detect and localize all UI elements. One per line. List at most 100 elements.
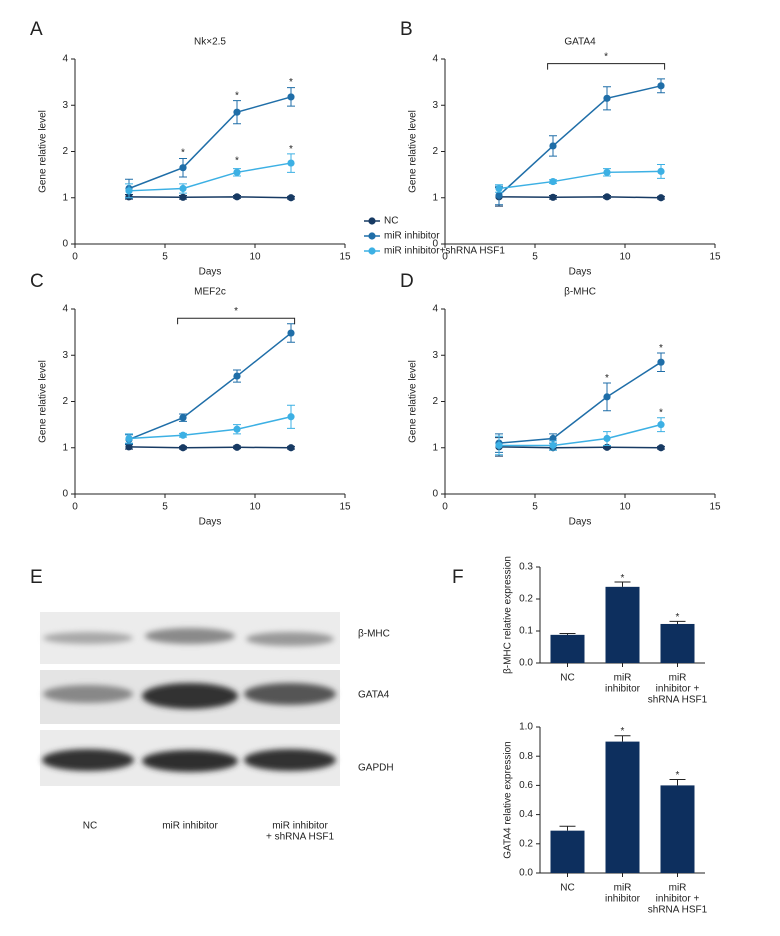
data-point <box>233 168 241 176</box>
blot-image <box>40 612 340 786</box>
panel-letter: A <box>30 19 43 40</box>
y-tick-label: 0 <box>432 489 438 500</box>
significance-mark: * <box>604 51 608 62</box>
x-tick-label: inhibitor <box>605 684 641 695</box>
x-tick-label: 5 <box>532 502 538 513</box>
y-tick-label: 0.6 <box>519 780 533 791</box>
series-line <box>128 332 292 441</box>
data-point <box>125 434 133 443</box>
series-line <box>128 446 292 449</box>
bar <box>660 623 695 663</box>
x-tick-label: miR <box>614 883 632 894</box>
data-point <box>657 421 665 429</box>
y-tick-label: 2 <box>432 146 438 157</box>
significance-mark: * <box>605 373 609 384</box>
bar <box>550 634 585 663</box>
data-point <box>287 93 295 101</box>
bar <box>660 785 695 873</box>
y-tick-label: 1.0 <box>519 722 533 733</box>
legend-label: miR inhibitor <box>384 231 440 242</box>
chart-title: MEF2c <box>194 287 226 298</box>
bar <box>550 830 585 873</box>
data-point <box>125 443 133 451</box>
series-line <box>128 96 292 190</box>
series-line <box>128 196 292 199</box>
blot-lane-label: miR inhibitor <box>162 821 218 832</box>
y-tick-label: 2 <box>62 396 68 407</box>
panel-letter: C <box>30 271 44 292</box>
y-tick-label: 4 <box>62 54 68 65</box>
panel-letter: B <box>400 19 413 40</box>
data-point <box>657 194 665 202</box>
blot-row-label: β-MHC <box>358 629 390 640</box>
y-tick-label: 0.2 <box>519 838 533 849</box>
data-point <box>495 441 503 450</box>
y-tick-label: 0 <box>62 239 68 250</box>
x-tick-label: shRNA HSF1 <box>648 695 708 706</box>
significance-mark: * <box>621 573 625 584</box>
y-tick-label: 3 <box>432 350 438 361</box>
blot-lane-label: + shRNA HSF1 <box>266 832 335 843</box>
y-tick-label: 0.4 <box>519 809 533 820</box>
legend-marker <box>368 217 376 225</box>
panel-letter: F <box>452 567 464 588</box>
x-tick-label: 15 <box>709 252 721 263</box>
y-tick-label: 0.2 <box>519 594 533 605</box>
legend-marker <box>368 247 376 255</box>
x-axis-label: Days <box>569 517 592 528</box>
y-tick-label: 0.0 <box>519 868 533 879</box>
x-tick-label: NC <box>560 673 574 684</box>
data-point <box>287 194 295 202</box>
blot-row-label: GAPDH <box>358 763 394 774</box>
data-point <box>233 108 241 116</box>
series-line <box>498 170 662 190</box>
data-point <box>657 444 665 452</box>
series-line <box>128 416 292 440</box>
data-point <box>125 187 133 195</box>
y-tick-label: 1 <box>432 192 438 203</box>
y-tick-label: 0.3 <box>519 562 533 573</box>
y-axis-label: Gene relative level <box>408 360 419 443</box>
y-tick-label: 1 <box>432 442 438 453</box>
y-tick-label: 0 <box>432 239 438 250</box>
x-axis-label: Days <box>199 517 222 528</box>
x-tick-label: 5 <box>532 252 538 263</box>
y-tick-label: 2 <box>432 396 438 407</box>
x-axis-label: Days <box>569 267 592 278</box>
data-point <box>233 443 241 451</box>
error-bar <box>669 620 686 624</box>
x-tick-label: miR <box>669 883 687 894</box>
data-point <box>603 168 611 176</box>
significance-mark: * <box>289 77 293 88</box>
data-point <box>549 142 557 150</box>
x-tick-label: 0 <box>442 502 448 513</box>
significance-mark: * <box>235 155 239 166</box>
significance-mark: * <box>676 770 680 781</box>
data-point <box>603 193 611 201</box>
data-point <box>603 94 611 102</box>
data-point <box>495 191 503 200</box>
x-tick-label: 10 <box>249 252 261 263</box>
significance-mark: * <box>659 408 663 419</box>
data-point <box>179 444 187 452</box>
data-point <box>657 358 665 366</box>
y-tick-label: 0.1 <box>519 626 533 637</box>
panel-letter: D <box>400 271 414 292</box>
x-tick-label: NC <box>560 883 574 894</box>
x-tick-label: 0 <box>72 502 78 513</box>
data-point <box>287 413 295 421</box>
significance-bracket <box>547 63 666 70</box>
y-tick-label: 3 <box>432 100 438 111</box>
significance-bracket <box>177 317 296 325</box>
blot-row-label: GATA4 <box>358 690 390 701</box>
x-tick-label: 10 <box>619 502 631 513</box>
y-tick-label: 0.0 <box>519 658 533 669</box>
x-tick-label: 15 <box>709 502 721 513</box>
significance-mark: * <box>235 91 239 102</box>
legend-label: NC <box>384 216 398 227</box>
y-tick-label: 4 <box>432 54 438 65</box>
y-tick-label: 1 <box>62 442 68 453</box>
y-axis-label: Gene relative level <box>408 110 419 193</box>
error-bar <box>614 735 631 742</box>
